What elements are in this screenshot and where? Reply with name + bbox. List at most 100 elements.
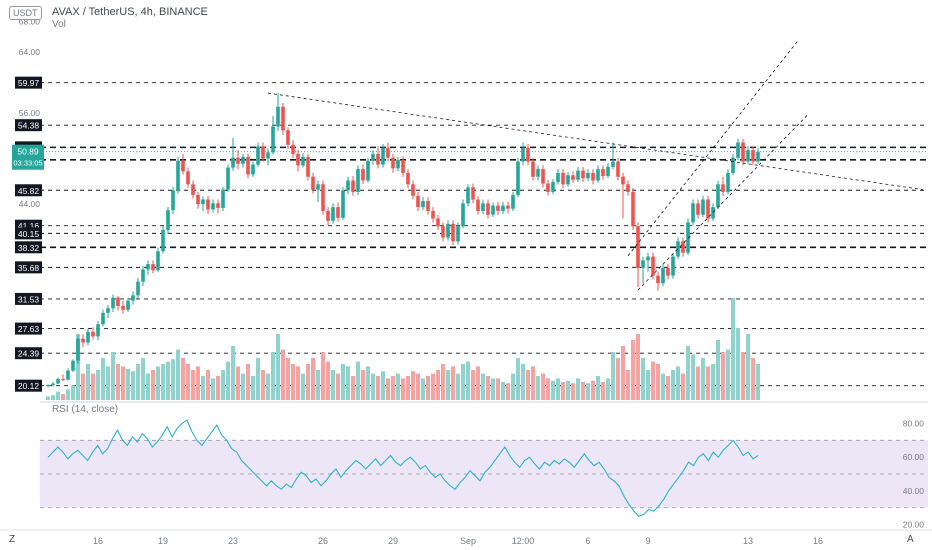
volume-bar <box>541 373 545 400</box>
volume-bar <box>486 376 490 400</box>
candle-body <box>316 184 320 190</box>
time-axis-label: 23 <box>228 536 238 546</box>
candle-body <box>201 199 205 205</box>
candle-body <box>276 106 280 127</box>
volume-bar <box>261 370 265 400</box>
candle-body <box>396 159 400 169</box>
candle-body <box>356 169 360 192</box>
volume-bar <box>246 364 250 400</box>
candle-body <box>296 153 300 166</box>
level-tag-text: 35.68 <box>18 263 40 273</box>
candle-body <box>291 144 295 154</box>
volume-bar <box>176 349 180 400</box>
volume-bar <box>241 373 245 400</box>
volume-bar <box>561 382 565 400</box>
candle-body <box>311 176 315 190</box>
volume-bar <box>171 359 175 400</box>
symbol-title[interactable]: AVAX / TetherUS, 4h, BINANCE <box>52 6 208 18</box>
timezone-button[interactable]: Z <box>6 533 19 546</box>
auto-scale-button[interactable]: A <box>904 533 917 546</box>
candle-body <box>166 210 170 230</box>
currency-badge[interactable]: USDT <box>9 6 42 20</box>
level-tag-text: 54.38 <box>18 121 40 131</box>
volume-bar <box>181 358 185 400</box>
candle-body <box>556 172 560 183</box>
candle-body <box>251 164 255 175</box>
volume-bar <box>101 358 105 400</box>
candle-body <box>66 370 70 380</box>
volume-bar <box>536 376 540 400</box>
candle-body <box>246 156 250 175</box>
candle-body <box>426 201 430 211</box>
candle-body <box>341 190 345 218</box>
candle-body <box>406 172 410 185</box>
volume-bar <box>71 385 75 400</box>
volume-bar <box>666 376 670 400</box>
volume-bar <box>456 373 460 400</box>
candle-body <box>221 189 225 208</box>
time-axis-label: 26 <box>318 536 328 546</box>
candle-body <box>751 150 755 162</box>
candle-body <box>211 203 215 210</box>
volume-bar <box>201 376 205 400</box>
axes: 68.00 64.00 56.00 44.00 80.00 60.00 40.00 20.00… <box>0 17 932 546</box>
candle-body <box>46 385 50 387</box>
volume-bar <box>571 383 575 400</box>
volume-bar <box>156 366 160 400</box>
price-axis-label: 56.00 <box>19 108 41 118</box>
rsi-legend[interactable]: RSI (14, close) <box>52 404 119 415</box>
candle-body <box>641 260 645 268</box>
candle-body <box>531 161 535 177</box>
volume-bar <box>301 373 305 400</box>
volume-bar <box>266 373 270 400</box>
volume-bar <box>731 298 735 400</box>
candle-body <box>226 167 230 190</box>
candle-body <box>336 207 340 218</box>
candle-body <box>581 170 585 179</box>
candle-body <box>616 161 620 177</box>
level-tag-20.12 <box>15 379 42 392</box>
horizontal-levels[interactable]: 59.9754.3851.4649.8345.8241.1640.1538.32… <box>12 76 928 392</box>
candle-body <box>461 203 465 227</box>
candle-body <box>141 269 145 282</box>
volume-bar <box>496 378 500 400</box>
volume-bar <box>356 361 360 400</box>
candle-body <box>456 226 460 242</box>
candle-body <box>741 142 745 162</box>
volume-bar <box>396 373 400 400</box>
volume-bar <box>716 340 720 400</box>
volume-bar <box>91 373 95 400</box>
level-tag-text: 24.39 <box>18 349 40 359</box>
level-tag-text: 40.15 <box>18 229 40 239</box>
volume-bar <box>326 361 330 400</box>
volume-bar <box>406 376 410 400</box>
candle-body <box>156 251 160 271</box>
candle-body <box>51 383 55 386</box>
candle-body <box>551 182 555 192</box>
candle-body <box>726 172 730 192</box>
volume-bar <box>376 376 380 400</box>
candle-body <box>636 226 640 268</box>
volume-legend[interactable]: Vol <box>52 19 66 30</box>
candle-body <box>501 205 505 211</box>
candle-body <box>701 199 705 215</box>
rsi-line <box>47 419 759 517</box>
volume-bar <box>566 380 570 400</box>
candle-body <box>216 203 220 208</box>
price-axis-label: 64.00 <box>19 47 41 57</box>
candle-body <box>516 161 520 195</box>
volume-bar <box>691 354 695 400</box>
volume-bar <box>631 340 635 400</box>
candle-body <box>381 147 385 165</box>
candle-body <box>256 146 260 165</box>
current-price-tag <box>12 144 44 170</box>
candle-body <box>631 191 635 227</box>
volume-bar <box>556 378 560 400</box>
trendlines[interactable] <box>267 40 924 291</box>
volume-bar <box>576 378 580 400</box>
candle-body <box>76 338 80 361</box>
volume-bar <box>416 373 420 400</box>
candle-body <box>376 153 380 165</box>
